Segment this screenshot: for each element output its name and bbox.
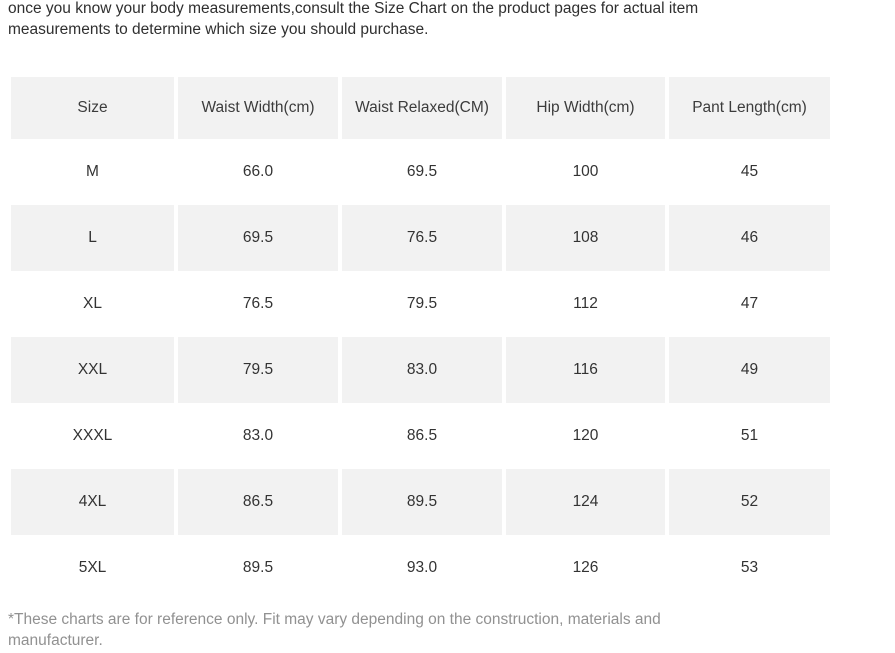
column-header-hip-width: Hip Width(cm) xyxy=(506,77,665,139)
cell-size: XXXL xyxy=(72,427,113,444)
cell-waist-width: 79.5 xyxy=(178,337,338,403)
column-header-waist-relaxed: Waist Relaxed(CM) xyxy=(342,77,502,139)
cell-waist-width: 66.0 xyxy=(242,163,274,180)
cell-hip-width: 120 xyxy=(572,427,599,444)
cell-hip-width: 126 xyxy=(572,559,599,576)
cell-size: XXL xyxy=(11,337,174,403)
cell-waist-width: 89.5 xyxy=(242,559,274,576)
cell-waist-relaxed: 83.0 xyxy=(342,337,502,403)
cell-waist-relaxed: 69.5 xyxy=(406,163,438,180)
cell-size: M xyxy=(86,163,99,180)
cell-hip-width: 108 xyxy=(506,205,665,271)
cell-pant-length: 46 xyxy=(669,205,830,271)
intro-text: once you know your body measurements,con… xyxy=(8,0,699,38)
cell-waist-relaxed: 89.5 xyxy=(342,469,502,535)
cell-size: L xyxy=(11,205,174,271)
cell-waist-width: 76.5 xyxy=(242,295,274,312)
column-header-size: Size xyxy=(11,77,174,139)
footnote-text: *These charts are for reference only. Fi… xyxy=(8,611,661,649)
cell-size: 4XL xyxy=(11,469,174,535)
cell-hip-width: 116 xyxy=(506,337,665,403)
cell-size: XL xyxy=(83,295,102,312)
cell-pant-length: 47 xyxy=(740,295,759,312)
cell-waist-relaxed: 76.5 xyxy=(342,205,502,271)
cell-hip-width: 124 xyxy=(506,469,665,535)
cell-waist-width: 86.5 xyxy=(178,469,338,535)
cell-waist-relaxed: 79.5 xyxy=(406,295,438,312)
column-header-pant-length: Pant Length(cm) xyxy=(669,77,830,139)
column-header-waist-width: Waist Width(cm) xyxy=(178,77,338,139)
cell-waist-width: 83.0 xyxy=(242,427,274,444)
cell-waist-width: 69.5 xyxy=(178,205,338,271)
cell-pant-length: 51 xyxy=(740,427,759,444)
cell-pant-length: 49 xyxy=(669,337,830,403)
cell-hip-width: 112 xyxy=(573,295,598,312)
cell-waist-relaxed: 93.0 xyxy=(406,559,438,576)
cell-waist-relaxed: 86.5 xyxy=(406,427,438,444)
cell-pant-length: 53 xyxy=(740,559,759,576)
cell-pant-length: 45 xyxy=(740,163,759,180)
size-chart-table: Size Waist Width(cm) Waist Relaxed(CM) H… xyxy=(11,77,830,601)
cell-size: 5XL xyxy=(78,559,107,576)
cell-pant-length: 52 xyxy=(669,469,830,535)
cell-hip-width: 100 xyxy=(572,163,599,180)
